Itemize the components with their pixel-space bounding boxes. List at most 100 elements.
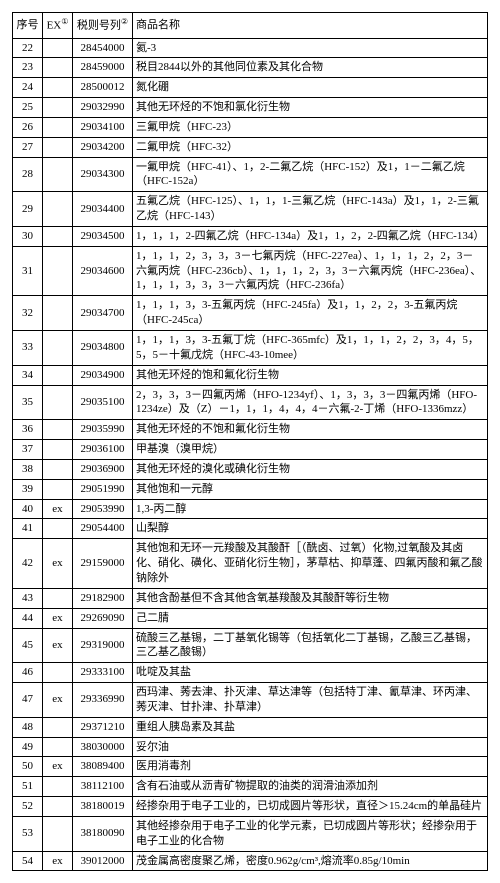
cell-tax: 28454000 [73,38,133,58]
cell-seq: 50 [13,757,43,777]
table-row: 2228454000氦-3 [13,38,488,58]
cell-ex [43,331,73,366]
table-row: 2729034200二氟甲烷（HFC-32） [13,137,488,157]
cell-seq: 49 [13,737,43,757]
cell-seq: 40 [13,499,43,519]
cell-name: 其他无环烃的不饱和氟化衍生物 [133,420,488,440]
col-tax-label: 税则号列 [77,20,121,32]
cell-seq: 48 [13,717,43,737]
cell-seq: 46 [13,663,43,683]
cell-name: 其他无环烃的饱和氟化衍生物 [133,365,488,385]
cell-ex [43,365,73,385]
table-row: 2629034100三氟甲烷（HFC-23） [13,117,488,137]
cell-seq: 32 [13,296,43,331]
cell-tax: 29034500 [73,226,133,246]
table-row: 54ex39012000茂金属高密度聚乙烯，密度0.962g/cm³,熔流率0.… [13,851,488,871]
cell-name: 其他经掺杂用于电子工业的化学元素，已切成圆片等形状；经掺杂用于电子工业的化合物 [133,816,488,851]
cell-tax: 29032990 [73,98,133,118]
cell-seq: 45 [13,628,43,663]
cell-tax: 29319000 [73,628,133,663]
cell-tax: 38030000 [73,737,133,757]
col-name-label: 商品名称 [136,19,180,31]
cell-name: 税目2844以外的其他同位素及其化合物 [133,58,488,78]
table-row: 5238180019经掺杂用于电子工业的，已切成圆片等形状，直径＞15.24cm… [13,797,488,817]
cell-tax: 29034700 [73,296,133,331]
cell-tax: 29333100 [73,663,133,683]
cell-seq: 53 [13,816,43,851]
cell-ex [43,137,73,157]
cell-ex: ex [43,757,73,777]
cell-seq: 43 [13,588,43,608]
table-row: 32290347001，1，1，3，3-五氟丙烷（HFC-245fa）及1，1，… [13,296,488,331]
cell-ex [43,98,73,118]
cell-seq: 39 [13,479,43,499]
cell-name: 其他饱和无环一元羧酸及其酸酐［（酰卤、过氧）化物,过氧酸及其卤化、硝化、磺化、亚… [133,539,488,589]
cell-name: 1,3-丙二醇 [133,499,488,519]
cell-tax: 29035990 [73,420,133,440]
cell-seq: 34 [13,365,43,385]
cell-ex [43,588,73,608]
table-row: 2428500012氮化硼 [13,78,488,98]
cell-ex [43,192,73,227]
cell-tax: 29159000 [73,539,133,589]
cell-tax: 29336990 [73,683,133,718]
table-row: 31290346001，1，1，2，3，3，3－七氟丙烷（HFC-227ea）、… [13,246,488,296]
cell-ex [43,117,73,137]
table-row: 35290351002，3，3，3－四氟丙烯（HFO-1234yf）、1，3，3… [13,385,488,420]
cell-name: 妥尔油 [133,737,488,757]
cell-ex [43,663,73,683]
cell-ex: ex [43,499,73,519]
cell-name: 吡啶及其盐 [133,663,488,683]
cell-ex [43,737,73,757]
cell-name: 经掺杂用于电子工业的，已切成圆片等形状，直径＞15.24cm的单晶硅片 [133,797,488,817]
cell-tax: 29269090 [73,608,133,628]
cell-tax: 38112100 [73,777,133,797]
cell-name: 其他无环烃的不饱和氯化衍生物 [133,98,488,118]
col-ex-sup: ① [61,17,68,26]
cell-name: 五氟乙烷（HFC-125）、1，1，1-三氟乙烷（HFC-143a）及1，1，2… [133,192,488,227]
cell-tax: 28500012 [73,78,133,98]
cell-name: 其他含酚基但不含其他含氧基羧酸及其酸酐等衍生物 [133,588,488,608]
cell-ex: ex [43,608,73,628]
cell-name: 茂金属高密度聚乙烯，密度0.962g/cm³,熔流率0.85g/10min [133,851,488,871]
cell-ex: ex [43,539,73,589]
table-row: 5138112100含有石油或从沥青矿物提取的油类的润滑油添加剂 [13,777,488,797]
cell-name: 三氟甲烷（HFC-23） [133,117,488,137]
cell-tax: 38180090 [73,816,133,851]
cell-ex [43,459,73,479]
cell-ex [43,717,73,737]
cell-seq: 31 [13,246,43,296]
cell-seq: 25 [13,98,43,118]
cell-name: 硫酸三乙基锡，二丁基氧化锡等（包括氧化二丁基锡，乙酸三乙基锡，三乙基乙酸锡） [133,628,488,663]
cell-seq: 54 [13,851,43,871]
cell-seq: 24 [13,78,43,98]
cell-seq: 26 [13,117,43,137]
cell-name: 医用消毒剂 [133,757,488,777]
cell-ex [43,58,73,78]
table-row: 47ex29336990西玛津、莠去津、扑灭津、草达津等（包括特丁津、氰草津、环… [13,683,488,718]
table-row: 53 38180090其他经掺杂用于电子工业的化学元素，已切成圆片等形状；经掺杂用… [13,816,488,851]
cell-seq: 29 [13,192,43,227]
cell-name: 二氟甲烷（HFC-32） [133,137,488,157]
table-row: 45ex29319000硫酸三乙基锡，二丁基氧化锡等（包括氧化二丁基锡，乙酸三乙… [13,628,488,663]
cell-tax: 38180019 [73,797,133,817]
cell-tax: 29036100 [73,440,133,460]
cell-tax: 29054400 [73,519,133,539]
cell-name: 甲基溴（溴甲烷） [133,440,488,460]
cell-seq: 23 [13,58,43,78]
header-row: 序号 EX① 税则号列② 商品名称 [13,13,488,39]
cell-name: 山梨醇 [133,519,488,539]
table-row: 25 29032990其他无环烃的不饱和氯化衍生物 [13,98,488,118]
cell-seq: 30 [13,226,43,246]
cell-seq: 36 [13,420,43,440]
cell-seq: 35 [13,385,43,420]
table-row: 3829036900其他无环烃的溴化或碘化衍生物 [13,459,488,479]
cell-name: 1，1，1，2-四氟乙烷（HFC-134a）及1，1，2，2-四氟乙烷（HFC-… [133,226,488,246]
cell-tax: 29034800 [73,331,133,366]
table-row: 2829034300一氟甲烷（HFC-41）、1，2-二氟乙烷（HFC-152）… [13,157,488,192]
cell-tax: 29051990 [73,479,133,499]
cell-seq: 38 [13,459,43,479]
col-ex-header: EX① [43,13,73,39]
table-row: 4129054400山梨醇 [13,519,488,539]
cell-ex: ex [43,851,73,871]
